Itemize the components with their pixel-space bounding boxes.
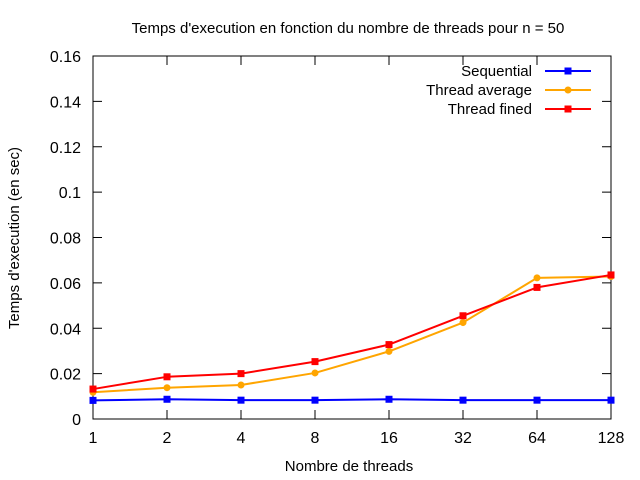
data-point-thread-average [163, 384, 171, 392]
legend: Sequential Thread average Thread fined [426, 63, 591, 118]
y-tick-label: 0.04 [50, 321, 81, 338]
y-axis-label: Temps d'execution (en sec) [6, 147, 23, 329]
legend-marker-sequential [564, 67, 572, 75]
plot-area: 0 0.02 0.04 0.06 0.08 0.1 0.12 0.14 0.16 1 2 4 8 16 32… [50, 49, 625, 447]
y-tick-label: 0 [72, 412, 81, 429]
legend-marker-thread-fined [564, 105, 572, 113]
data-point-thread-average [533, 274, 541, 282]
x-tick-label: 2 [163, 430, 172, 447]
data-point-sequential [89, 396, 97, 404]
data-point-thread-fined [385, 341, 393, 349]
y-tick-label: 0.12 [50, 140, 81, 157]
plot-border [92, 55, 612, 420]
y-tick-label: 0.08 [50, 231, 81, 248]
data-point-sequential [385, 395, 393, 403]
data-point-sequential [533, 396, 541, 404]
y-tick-label: 0.16 [50, 49, 81, 66]
x-tick-label: 1 [89, 430, 98, 447]
data-point-thread-fined [533, 283, 541, 291]
x-axis-label: Nombre de threads [285, 458, 413, 475]
data-point-thread-average [385, 347, 393, 355]
data-point-thread-fined [607, 271, 615, 279]
x-tick-label: 16 [380, 430, 398, 447]
data-point-thread-average [311, 369, 319, 377]
y-tick-label: 0.14 [50, 94, 81, 111]
data-point-sequential [311, 396, 319, 404]
legend-marker-thread-average [564, 86, 572, 94]
data-point-sequential [237, 396, 245, 404]
series-line-sequential [92, 398, 611, 402]
data-point-sequential [607, 396, 615, 404]
x-tick-label: 128 [598, 430, 625, 447]
legend-label-sequential: Sequential [461, 63, 532, 80]
x-tick-label: 64 [528, 430, 546, 447]
y-tick-label: 0.1 [59, 185, 81, 202]
data-point-thread-fined [311, 358, 319, 366]
x-tick-label: 8 [311, 430, 320, 447]
x-tick-label: 32 [454, 430, 472, 447]
series-line-thread-average [92, 275, 612, 394]
data-point-sequential [163, 395, 171, 403]
series-line-thread-fined [92, 273, 612, 391]
series-sequential [89, 395, 615, 404]
legend-label-thread-fined: Thread fined [448, 101, 532, 118]
data-point-thread-average [459, 319, 467, 327]
data-point-thread-fined [163, 373, 171, 381]
series-thread-fined [89, 271, 615, 393]
chart-title: Temps d'execution en fonction du nombre … [132, 20, 565, 37]
y-tick-label: 0.02 [50, 367, 81, 384]
data-point-thread-average [237, 381, 245, 389]
x-tick-label: 4 [237, 430, 246, 447]
data-point-thread-fined [237, 370, 245, 378]
y-tick-label: 0.06 [50, 276, 81, 293]
legend-label-thread-average: Thread average [426, 82, 532, 99]
data-point-thread-fined [459, 312, 467, 320]
data-point-sequential [459, 396, 467, 404]
data-point-thread-fined [89, 385, 97, 393]
